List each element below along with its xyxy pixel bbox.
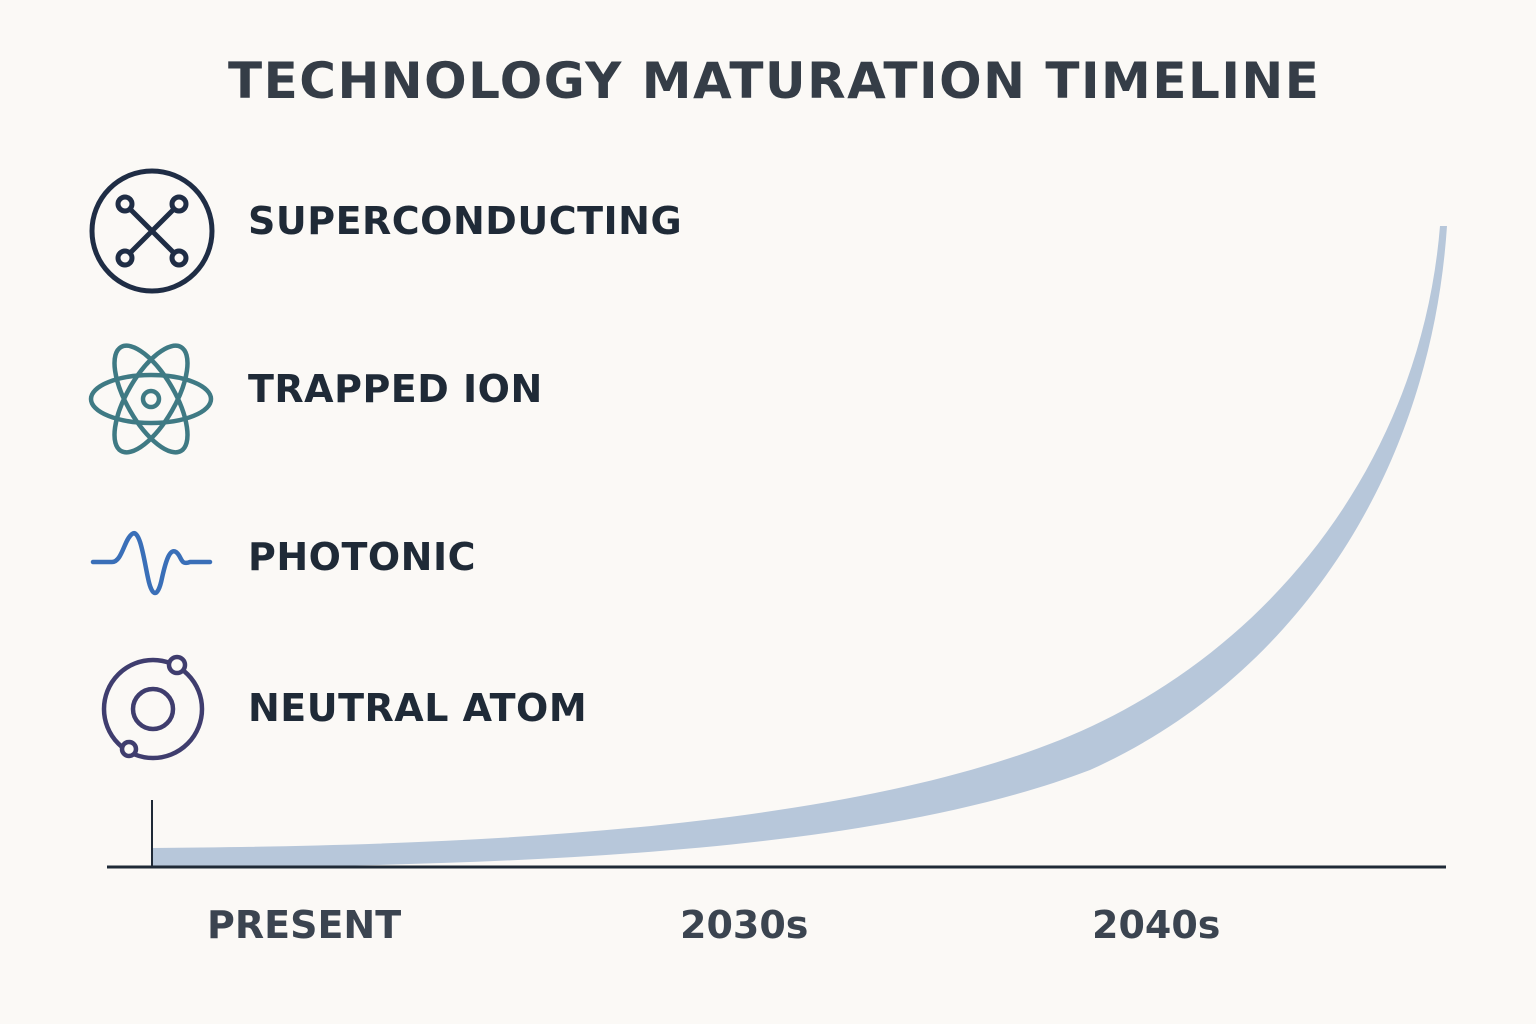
label-superconducting: SUPERCONDUCTING xyxy=(248,199,683,243)
axis-label-2040s: 2040s xyxy=(1092,903,1221,947)
neutral-atom-icon xyxy=(101,654,205,761)
label-trapped-ion: TRAPPED ION xyxy=(248,367,543,411)
label-neutral-atom: NEUTRAL ATOM xyxy=(248,686,588,730)
superconducting-circuit-icon xyxy=(89,168,215,294)
page-title: TECHNOLOGY MATURATION TIMELINE xyxy=(228,52,1321,110)
atom-orbit-icon xyxy=(88,343,214,455)
waveform-icon xyxy=(90,531,213,596)
axis-label-present: PRESENT xyxy=(207,903,402,947)
label-photonic: PHOTONIC xyxy=(248,535,477,579)
axis-label-2030s: 2030s xyxy=(680,903,809,947)
